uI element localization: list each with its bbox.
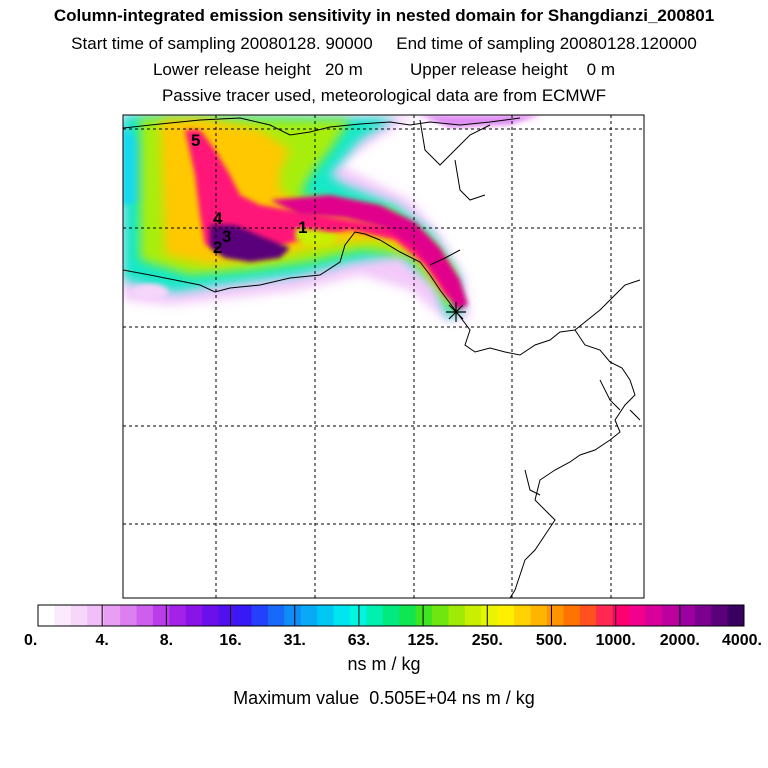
- colorbar-cell: [694, 605, 712, 626]
- marker-5: 5: [191, 131, 200, 150]
- colorbar-label: 4000.: [722, 632, 762, 649]
- colorbar-cell: [136, 605, 154, 626]
- colorbar-cell: [349, 605, 367, 626]
- colorbar-cell: [727, 605, 745, 626]
- colorbar-cell: [333, 605, 351, 626]
- colorbar-cell: [366, 605, 384, 626]
- release-height-line: Lower release height 20 m Upper release …: [152, 60, 616, 79]
- colorbar-frame: [37, 604, 745, 627]
- plume-field: [123, 115, 540, 320]
- colorbar-label: 1000.: [596, 632, 636, 649]
- colorbar-cell: [399, 605, 417, 626]
- colorbar-cell: [38, 605, 55, 626]
- colorbar-cell: [300, 605, 318, 626]
- colorbar-cell: [152, 605, 170, 626]
- colorbar-cell: [530, 605, 548, 626]
- colorbar-cell: [432, 605, 449, 626]
- colorbar-cell: [464, 605, 482, 626]
- colorbar-cell: [70, 605, 88, 626]
- star-cross-icon: [446, 302, 466, 322]
- colorbar-cells: [38, 605, 745, 626]
- colorbar-label: 2000.: [660, 632, 700, 649]
- marker-1: 1: [298, 218, 307, 237]
- colorbar-cell: [563, 605, 581, 626]
- colorbar-cell: [284, 605, 302, 626]
- colorbar-label: 250.: [472, 632, 503, 649]
- marker-4: 4: [213, 209, 223, 228]
- colorbar-cell: [415, 605, 433, 626]
- colorbar-cell: [579, 605, 597, 626]
- colorbar-cell: [202, 605, 220, 626]
- colorbar-cell: [546, 605, 564, 626]
- colorbar-cell: [661, 605, 679, 626]
- lat-lon-grid: [123, 115, 644, 598]
- colorbar-cell: [629, 605, 646, 626]
- map-frame: [122, 114, 645, 599]
- plot-title: Column-integrated emission sensitivity i…: [53, 6, 715, 25]
- colorbar-cell: [218, 605, 236, 626]
- colorbar-cell: [645, 605, 663, 626]
- marker-3: 3: [222, 227, 231, 246]
- colorbar-label: 63.: [348, 632, 370, 649]
- colorbar-cell: [251, 605, 269, 626]
- colorbar-label: 0.: [24, 632, 37, 649]
- tracer-info-line: Passive tracer used, meteorological data…: [161, 86, 607, 105]
- colorbar-label: 8.: [160, 632, 173, 649]
- colorbar-label: 500.: [536, 632, 567, 649]
- colorbar-cell: [612, 605, 630, 626]
- colorbar-cell: [514, 605, 531, 626]
- marker-2: 2: [213, 238, 222, 257]
- colorbar-label: 125.: [408, 632, 439, 649]
- colorbar-cell: [678, 605, 696, 626]
- sampling-time-line: Start time of sampling 20080128. 90000 E…: [71, 34, 697, 53]
- colorbar-cell: [481, 605, 499, 626]
- colorbar-cell: [267, 605, 285, 626]
- colorbar-cell: [596, 605, 614, 626]
- colorbar-label: 4.: [96, 632, 109, 649]
- maximum-value: Maximum value 0.505E+04 ns m / kg: [233, 688, 535, 708]
- colorbar-cell: [87, 605, 105, 626]
- colorbar-label: 16.: [219, 632, 241, 649]
- colorbar-cell: [497, 605, 515, 626]
- coastlines: [123, 117, 641, 598]
- colorbar-cell: [103, 605, 121, 626]
- colorbar-cell: [235, 605, 252, 626]
- colorbar-cell: [382, 605, 400, 626]
- colorbar-cell: [711, 605, 728, 626]
- colorbar-cell: [448, 605, 466, 626]
- colorbar-cell: [169, 605, 187, 626]
- colorbar-units: ns m / kg: [347, 654, 421, 674]
- colorbar-cell: [54, 605, 72, 626]
- colorbar-label: 31.: [284, 632, 306, 649]
- colorbar-cell: [120, 605, 137, 626]
- colorbar-cell: [185, 605, 203, 626]
- colorbar-cell: [317, 605, 334, 626]
